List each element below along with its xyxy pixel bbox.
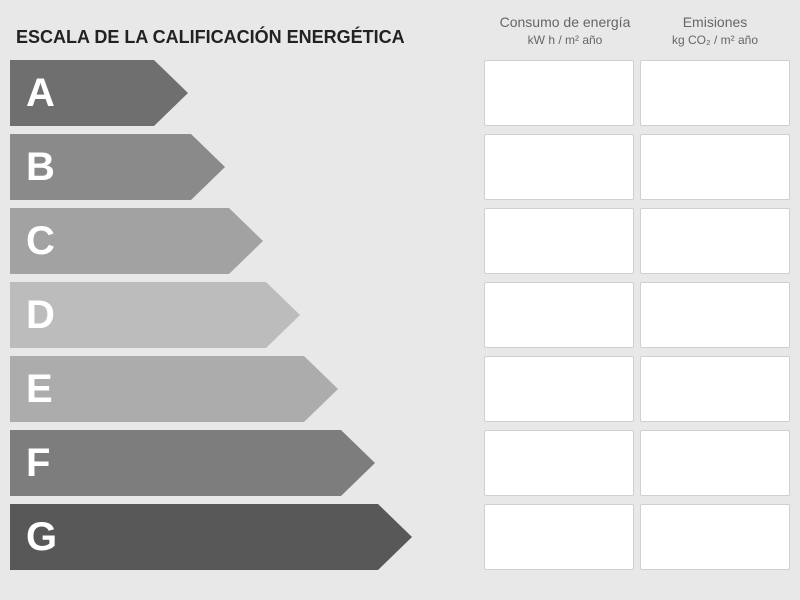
emissions-cell bbox=[640, 356, 790, 422]
rating-arrow-body: F bbox=[10, 430, 341, 496]
consumption-cell bbox=[484, 430, 634, 496]
rating-letter: C bbox=[10, 219, 55, 264]
emissions-cell bbox=[640, 282, 790, 348]
rating-arrow-tip bbox=[191, 134, 225, 200]
rating-arrow-body: B bbox=[10, 134, 191, 200]
rating-rows: ABCDEFG bbox=[10, 60, 790, 570]
rating-arrow: A bbox=[10, 60, 188, 126]
rating-row: F bbox=[10, 430, 790, 496]
rating-arrow: G bbox=[10, 504, 412, 570]
column-header-emissions: Emisiones kg CO₂ / m² año bbox=[640, 13, 790, 54]
rating-letter: E bbox=[10, 367, 53, 412]
rating-row: D bbox=[10, 282, 790, 348]
column-header-emissions-label: Emisiones bbox=[683, 14, 748, 30]
rating-arrow-body: C bbox=[10, 208, 229, 274]
rating-arrow-tip bbox=[229, 208, 263, 274]
rating-arrow: E bbox=[10, 356, 338, 422]
consumption-cell bbox=[484, 356, 634, 422]
rating-arrow-tip bbox=[266, 282, 300, 348]
emissions-cell bbox=[640, 208, 790, 274]
emissions-cell bbox=[640, 504, 790, 570]
column-header-consumption: Consumo de energía kW h / m² año bbox=[490, 13, 640, 54]
rating-arrow: D bbox=[10, 282, 300, 348]
rating-letter: F bbox=[10, 441, 50, 486]
consumption-cell bbox=[484, 208, 634, 274]
arrow-area: B bbox=[10, 134, 478, 200]
column-header-consumption-label: Consumo de energía bbox=[500, 14, 631, 30]
rating-arrow: B bbox=[10, 134, 225, 200]
rating-row: E bbox=[10, 356, 790, 422]
rating-arrow: C bbox=[10, 208, 263, 274]
rating-row: B bbox=[10, 134, 790, 200]
arrow-area: C bbox=[10, 208, 478, 274]
consumption-cell bbox=[484, 504, 634, 570]
rating-row: A bbox=[10, 60, 790, 126]
arrow-area: A bbox=[10, 60, 478, 126]
main-title: ESCALA DE LA CALIFICACIÓN ENERGÉTICA bbox=[10, 27, 490, 54]
energy-rating-scale: ESCALA DE LA CALIFICACIÓN ENERGÉTICA Con… bbox=[0, 0, 800, 600]
rating-letter: B bbox=[10, 145, 55, 190]
arrow-area: D bbox=[10, 282, 478, 348]
rating-arrow-body: E bbox=[10, 356, 304, 422]
rating-arrow: F bbox=[10, 430, 375, 496]
rating-arrow-body: G bbox=[10, 504, 378, 570]
rating-arrow-tip bbox=[304, 356, 338, 422]
arrow-area: E bbox=[10, 356, 478, 422]
column-header-emissions-unit: kg CO₂ / m² año bbox=[644, 33, 786, 48]
rating-arrow-tip bbox=[341, 430, 375, 496]
rating-row: C bbox=[10, 208, 790, 274]
rating-arrow-body: D bbox=[10, 282, 266, 348]
consumption-cell bbox=[484, 282, 634, 348]
arrow-area: G bbox=[10, 504, 478, 570]
column-header-consumption-unit: kW h / m² año bbox=[494, 33, 636, 48]
emissions-cell bbox=[640, 60, 790, 126]
rating-letter: G bbox=[10, 515, 57, 560]
rating-arrow-tip bbox=[378, 504, 412, 570]
rating-letter: A bbox=[10, 71, 55, 116]
arrow-area: F bbox=[10, 430, 478, 496]
rating-letter: D bbox=[10, 293, 55, 338]
rating-arrow-body: A bbox=[10, 60, 154, 126]
consumption-cell bbox=[484, 60, 634, 126]
emissions-cell bbox=[640, 134, 790, 200]
rating-row: G bbox=[10, 504, 790, 570]
header-row: ESCALA DE LA CALIFICACIÓN ENERGÉTICA Con… bbox=[10, 6, 790, 54]
emissions-cell bbox=[640, 430, 790, 496]
consumption-cell bbox=[484, 134, 634, 200]
rating-arrow-tip bbox=[154, 60, 188, 126]
